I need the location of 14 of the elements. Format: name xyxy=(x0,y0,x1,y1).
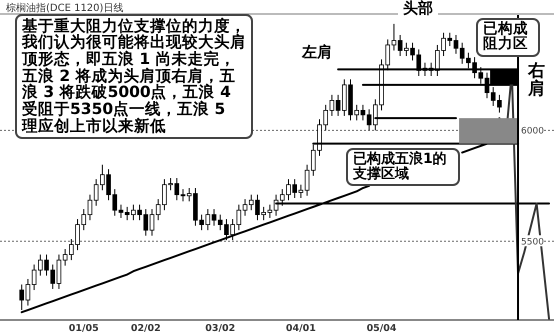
x-tick-label: 03/02 xyxy=(205,323,236,333)
x-tick-label: 01/05 xyxy=(68,323,99,333)
annotation: 已构成五浪1的支撑区域 xyxy=(346,148,460,186)
annotation: 基于重大阻力位支撑位的力度，我们认为很可能将出现较大头肩顶形态，即五浪 1 尚未走完，五浪 2 将成为头肩顶右肩，五浪 3 将跌破5000点，五浪 4 受阻于5350点一线，五浪 5 理应创上市以来新低 xyxy=(15,14,253,139)
chart-title: 棕榈油指(DCE 1120)日线 xyxy=(6,2,124,14)
annotation: 头部 xyxy=(398,0,438,17)
x-tick-label: 04/01 xyxy=(286,323,316,333)
annotation: 左肩 xyxy=(302,43,333,61)
x-tick-label: 05/04 xyxy=(366,323,397,333)
annotation: 右肩 xyxy=(528,60,546,99)
x-tick-label: 02/02 xyxy=(130,323,161,333)
y-tick-label: 6000 xyxy=(521,126,544,136)
annotation: 已构成阻力区 xyxy=(476,18,540,57)
y-tick-label: 5500 xyxy=(521,237,544,248)
